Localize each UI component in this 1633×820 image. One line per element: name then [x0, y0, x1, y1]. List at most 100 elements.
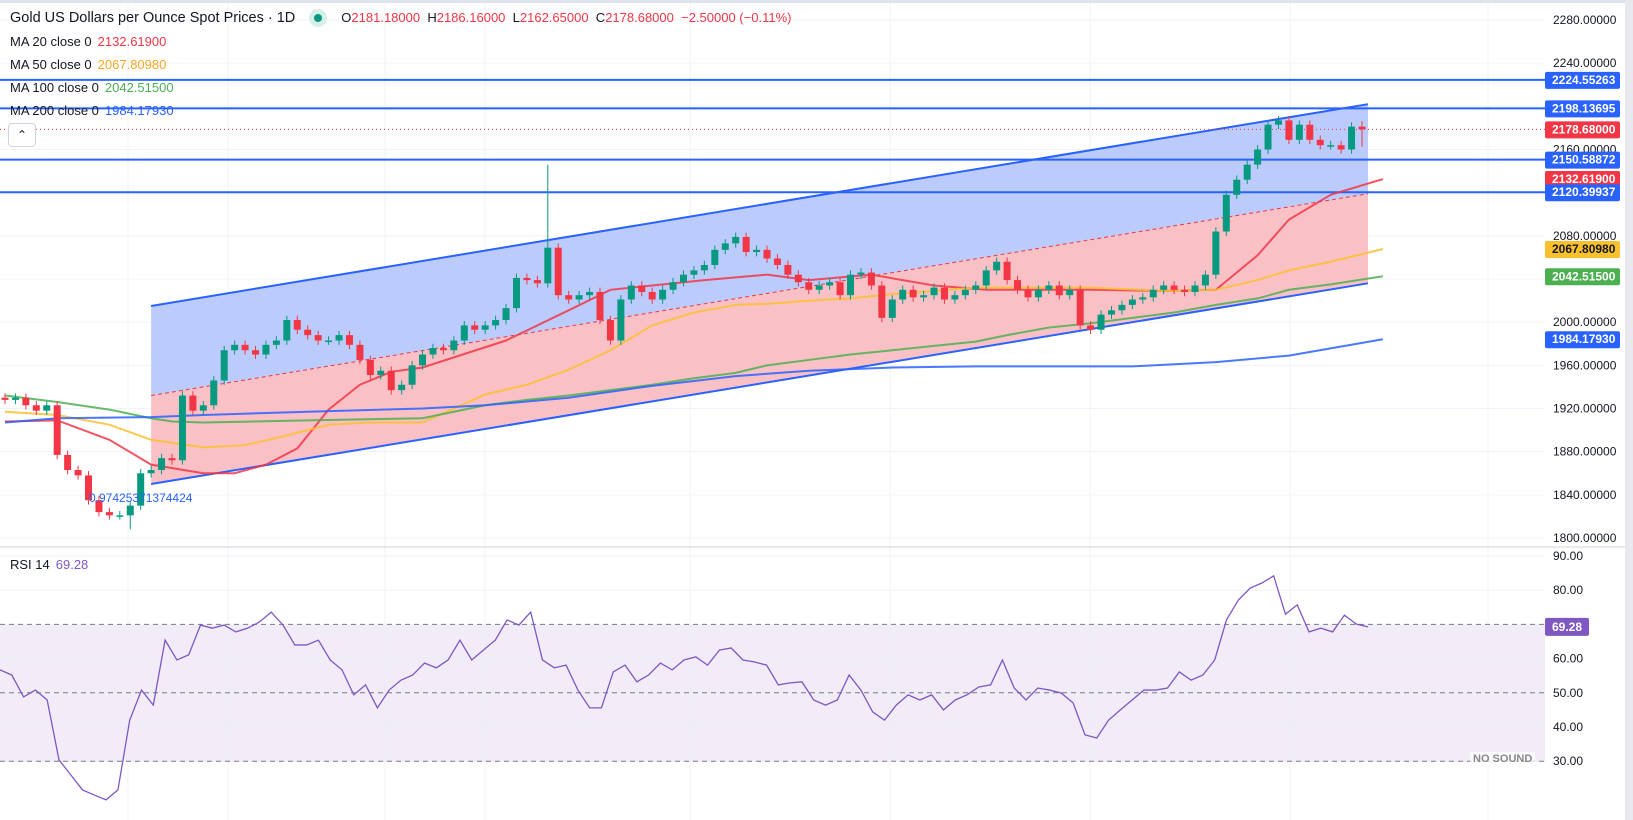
candle-body — [283, 320, 291, 341]
price-tag-label: 2120.39937 — [1552, 185, 1616, 199]
candle-body — [586, 291, 594, 296]
candle-body — [909, 289, 917, 298]
channel-label: 0.97425371374424 — [89, 491, 193, 505]
indicator-label: MA 50 close 0 — [10, 57, 92, 72]
candle-body — [304, 329, 312, 336]
high-label: H — [427, 9, 437, 25]
collapse-legend-button[interactable]: ⌃ — [8, 123, 36, 147]
candle-body — [951, 295, 959, 300]
candle-body — [105, 512, 113, 516]
candle-body — [711, 249, 719, 265]
candles — [1, 116, 1366, 530]
candle-body — [95, 500, 103, 513]
candle-body — [940, 287, 948, 300]
horizontal-lines — [0, 78, 1545, 194]
candle-body — [836, 282, 844, 296]
candle-body — [930, 287, 938, 296]
open-label: O — [341, 9, 352, 25]
candle-body — [1358, 126, 1366, 130]
candle-body — [178, 395, 186, 461]
candle-body — [1337, 145, 1345, 150]
price-axis-label: 1880.00000 — [1553, 445, 1617, 459]
candle-body — [377, 370, 385, 376]
channel-lower-line[interactable] — [150, 282, 1369, 486]
candle-body — [533, 280, 541, 284]
rsi-label: RSI 14 — [10, 557, 50, 572]
price-axis-label: 2080.00000 — [1553, 229, 1617, 243]
rsi-legend[interactable]: RSI 14 69.28 — [10, 557, 88, 572]
rsi-value-tag-label: 69.28 — [1552, 620, 1582, 634]
candle-body — [1243, 164, 1251, 180]
candle-body — [419, 354, 427, 366]
candle-body — [1222, 194, 1230, 232]
rsi-line[interactable] — [0, 574, 1369, 801]
ma-line-ma50[interactable] — [4, 248, 1384, 449]
candle-body — [606, 320, 614, 341]
candle-body — [53, 405, 61, 455]
candle-body — [314, 335, 322, 341]
candle-body — [199, 405, 207, 411]
low-label: L — [512, 9, 520, 25]
price-tag-label: 2067.80980 — [1552, 242, 1616, 256]
candle-body — [1034, 289, 1042, 298]
ma-line-ma200[interactable] — [4, 338, 1384, 424]
price-tag — [1545, 151, 1620, 169]
candle-body — [596, 291, 604, 321]
market-status-icon — [309, 9, 328, 27]
price-axis-label: 1840.00000 — [1553, 488, 1617, 502]
candle-body — [742, 236, 750, 253]
candle-body — [1264, 124, 1272, 150]
indicator-ma200[interactable]: MA 200 close 0 1984.17930 — [10, 103, 174, 118]
candle-body — [1118, 304, 1126, 311]
rsi-axis-label: 30.00 — [1553, 754, 1583, 768]
candle-body — [794, 274, 802, 283]
candle-body — [231, 344, 239, 351]
rsi-axis-label: 60.00 — [1553, 652, 1583, 666]
price-tag-label: 2198.13695 — [1552, 101, 1616, 115]
indicator-ma100[interactable]: MA 100 close 0 2042.51500 — [10, 80, 174, 95]
candle-body — [1066, 289, 1074, 296]
price-tag-label: 2150.58872 — [1552, 153, 1616, 167]
candle-body — [680, 274, 687, 283]
candle-body — [826, 282, 834, 286]
candle-body — [345, 335, 353, 345]
close-value: 2178.68000 — [605, 9, 674, 25]
rsi-value-tag — [1545, 617, 1589, 636]
candle-body — [1233, 179, 1241, 195]
candle-body — [544, 247, 552, 284]
indicator-label: MA 20 close 0 — [10, 34, 92, 49]
candle-body — [972, 285, 980, 290]
candle-body — [1306, 124, 1314, 140]
ma-line-ma100[interactable] — [4, 275, 1384, 424]
candle-body — [450, 340, 458, 351]
candle-body — [627, 285, 635, 300]
regression-channel — [150, 103, 1369, 486]
indicator-ma20[interactable]: MA 20 close 0 2132.61900 — [10, 34, 166, 49]
indicator-ma50[interactable]: MA 50 close 0 2067.80980 — [10, 57, 166, 72]
candle-body — [126, 505, 134, 516]
candle-body — [158, 458, 166, 471]
price-tag — [1545, 240, 1620, 258]
candle-body — [878, 285, 886, 318]
candle-body — [1014, 280, 1022, 290]
candle-body — [1087, 325, 1095, 330]
candle-body — [753, 249, 761, 253]
candle-body — [575, 295, 583, 300]
symbol-title[interactable]: Gold US Dollars per Ounce Spot Prices · … — [10, 9, 296, 26]
candle-body — [1181, 289, 1189, 292]
candle-body — [189, 395, 197, 411]
candle-body — [773, 258, 781, 265]
candle-body — [1348, 126, 1356, 150]
rsi-band-fill — [0, 624, 1545, 762]
right-scrollbar[interactable] — [1625, 0, 1633, 820]
candle-body — [137, 473, 145, 506]
price-tag — [1545, 331, 1620, 349]
indicator-value: 2067.80980 — [97, 57, 167, 72]
candle-body — [147, 470, 155, 474]
price-axis-label: 1800.00000 — [1553, 531, 1617, 545]
channel-middle-line — [151, 193, 1369, 397]
candle-body — [43, 405, 51, 411]
candle-body — [1076, 289, 1084, 326]
channel-upper-line[interactable] — [150, 103, 1369, 307]
